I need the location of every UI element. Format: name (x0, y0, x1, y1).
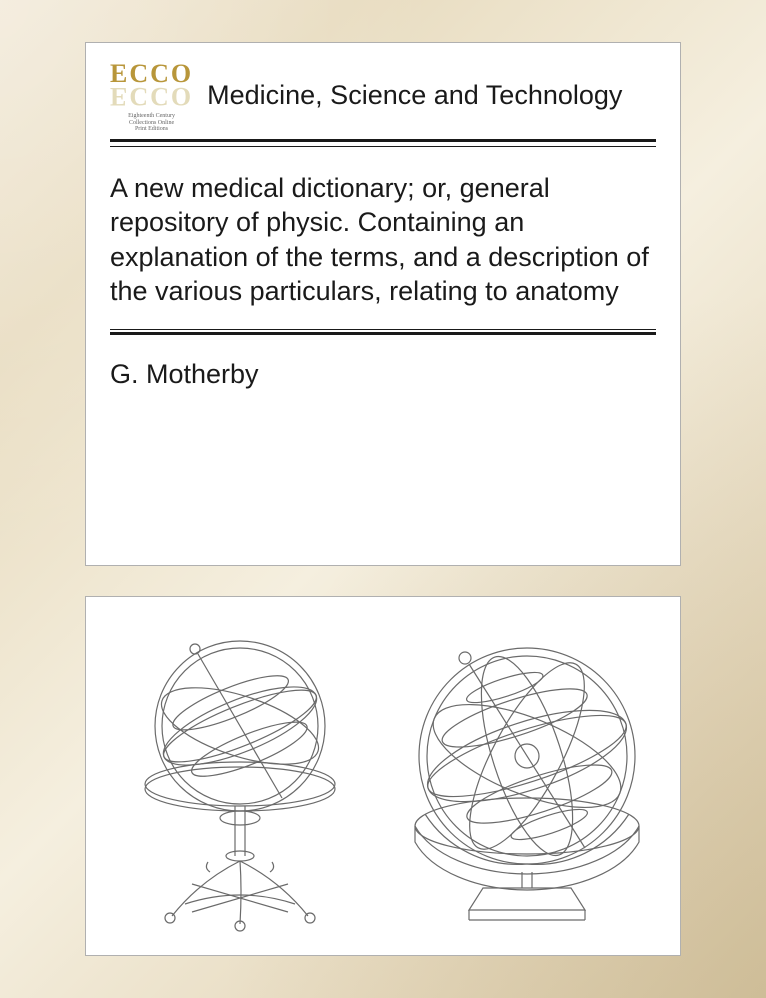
rule-thin-top (110, 146, 656, 147)
book-cover-page: ECCO ECCO Eighteenth Century Collections… (0, 0, 766, 998)
author-name: G. Motherby (110, 359, 656, 390)
rule-thin-mid (110, 329, 656, 330)
rule-thick-top (110, 139, 656, 142)
category-label: Medicine, Science and Technology (207, 80, 622, 111)
title-panel: ECCO ECCO Eighteenth Century Collections… (85, 42, 681, 566)
book-title: A new medical dictionary; or, general re… (110, 171, 656, 309)
ecco-logo: ECCO ECCO Eighteenth Century Collections… (110, 59, 193, 133)
armillary-sphere-left-icon (100, 616, 380, 936)
logo-subtitle: Eighteenth Century Collections Online Pr… (128, 113, 175, 133)
illustration-panel (85, 596, 681, 956)
header-row: ECCO ECCO Eighteenth Century Collections… (110, 59, 656, 133)
logo-mirror: ECCO (110, 81, 193, 111)
rule-thick-mid (110, 332, 656, 335)
armillary-sphere-right-icon (387, 616, 667, 936)
